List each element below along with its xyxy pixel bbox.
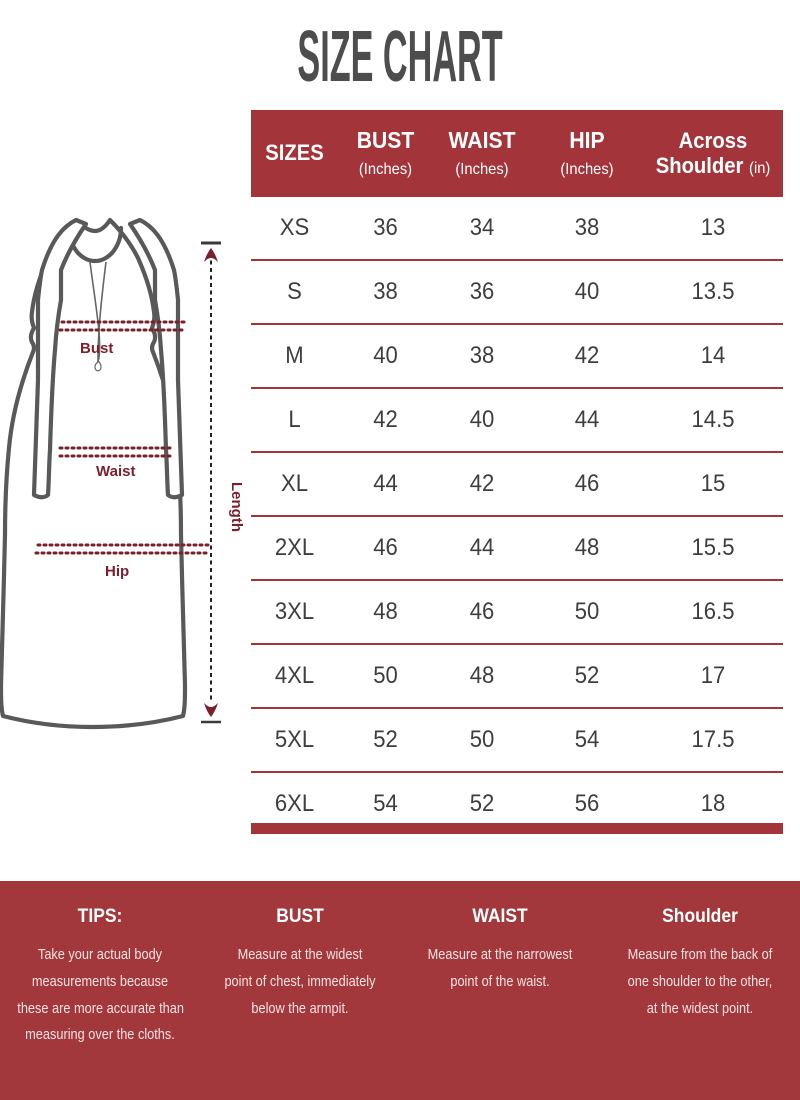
svg-text:Length: Length [228, 482, 245, 532]
svg-text:Bust: Bust [80, 340, 113, 357]
svg-text:Waist: Waist [96, 463, 135, 480]
svg-text:Hip: Hip [105, 563, 129, 580]
